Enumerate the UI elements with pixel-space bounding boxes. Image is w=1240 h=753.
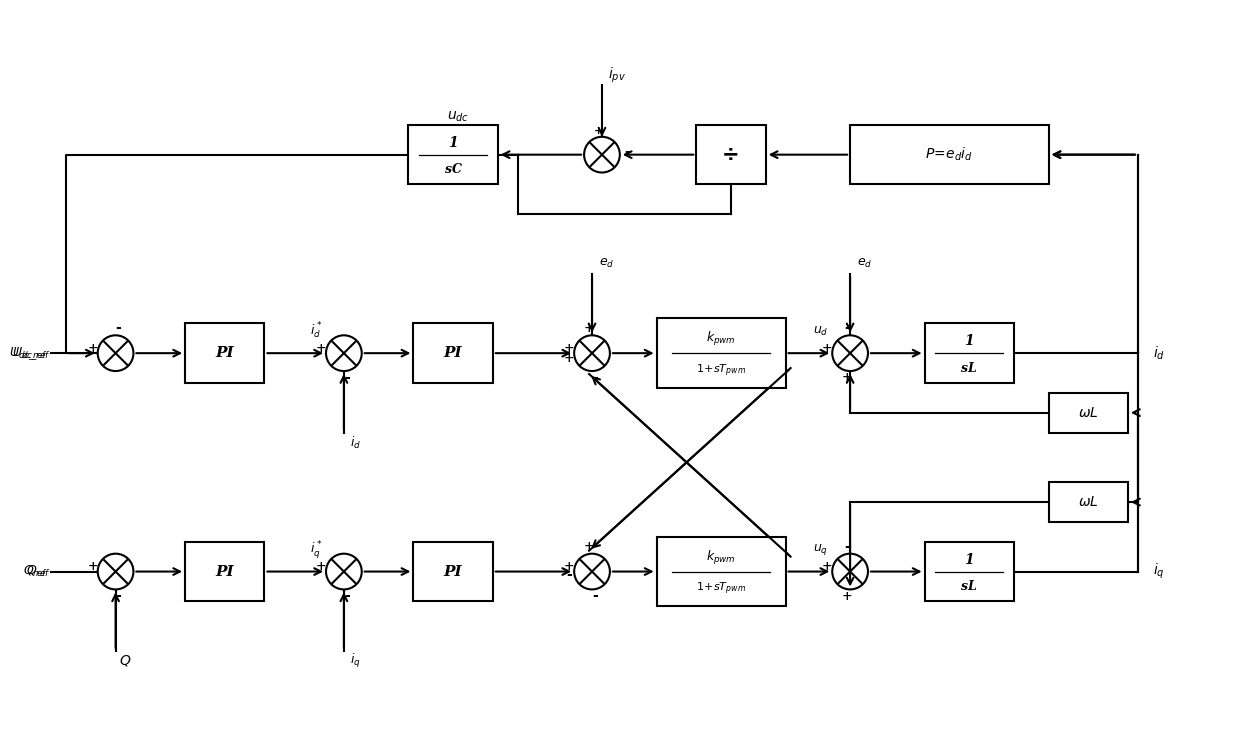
Text: sL: sL <box>961 361 977 374</box>
Text: $k_{pwm}$: $k_{pwm}$ <box>706 331 737 349</box>
Bar <box>851 125 1049 184</box>
Text: +: + <box>88 560 98 573</box>
Text: PI: PI <box>444 346 463 360</box>
Text: PI: PI <box>444 565 463 578</box>
Text: $P\!=\!e_d i_d$: $P\!=\!e_d i_d$ <box>925 146 973 163</box>
Circle shape <box>832 335 868 371</box>
Text: ÷: ÷ <box>722 145 740 165</box>
Text: +: + <box>564 342 574 355</box>
Text: sL: sL <box>961 580 977 593</box>
Circle shape <box>574 553 610 590</box>
Text: 1: 1 <box>965 334 975 349</box>
Text: +: + <box>564 352 574 364</box>
Text: -: - <box>115 322 122 335</box>
Text: $u_{dc}$: $u_{dc}$ <box>446 110 469 124</box>
Text: 1: 1 <box>965 553 975 567</box>
Bar <box>925 323 1014 383</box>
Text: PI: PI <box>216 565 234 578</box>
Text: +: + <box>842 590 852 603</box>
Text: -: - <box>115 590 122 603</box>
Bar <box>925 541 1014 602</box>
Text: $\omega L$: $\omega L$ <box>1078 495 1099 509</box>
Text: $1\!+\!sT_{pwm}$: $1\!+\!sT_{pwm}$ <box>696 362 746 379</box>
Text: $i^*_d$: $i^*_d$ <box>310 322 322 341</box>
Bar <box>408 125 497 184</box>
Bar <box>1049 482 1128 522</box>
Text: $Q_{ref}$: $Q_{ref}$ <box>26 564 51 579</box>
Text: $Q$: $Q$ <box>119 654 131 669</box>
Text: $U_{dc\_ref}$: $U_{dc\_ref}$ <box>12 345 51 361</box>
Text: -: - <box>593 590 598 603</box>
Circle shape <box>574 335 610 371</box>
Text: $e_d$: $e_d$ <box>857 258 873 270</box>
Text: +: + <box>584 540 594 553</box>
Text: $i_d$: $i_d$ <box>1153 344 1164 362</box>
Text: $u_d$: $u_d$ <box>812 325 828 338</box>
Text: $U_{dc\_ref}$: $U_{dc\_ref}$ <box>9 345 48 361</box>
Text: +: + <box>316 342 326 355</box>
Text: PI: PI <box>216 346 234 360</box>
Text: +: + <box>316 560 326 573</box>
Circle shape <box>98 553 134 590</box>
Text: -: - <box>844 540 849 553</box>
Circle shape <box>98 335 134 371</box>
Text: $1\!+\!sT_{pwm}$: $1\!+\!sT_{pwm}$ <box>696 581 746 597</box>
Text: +: + <box>822 342 832 355</box>
Text: $i_{pv}$: $i_{pv}$ <box>608 66 626 85</box>
Text: +: + <box>594 125 604 136</box>
Bar <box>696 125 766 184</box>
Bar <box>413 323 492 383</box>
Text: +: + <box>822 560 832 573</box>
Text: $i^*_q$: $i^*_q$ <box>310 538 322 561</box>
Circle shape <box>326 335 362 371</box>
Text: +: + <box>88 342 98 355</box>
Text: 1: 1 <box>448 136 458 150</box>
Bar <box>185 541 264 602</box>
Text: $e_d$: $e_d$ <box>599 258 615 270</box>
Text: sC: sC <box>445 163 461 176</box>
Text: $k_{pwm}$: $k_{pwm}$ <box>706 549 737 567</box>
Text: $i_q$: $i_q$ <box>351 652 361 670</box>
Circle shape <box>326 553 362 590</box>
Text: $\omega L$: $\omega L$ <box>1078 406 1099 419</box>
Circle shape <box>584 137 620 172</box>
Text: -: - <box>343 371 350 385</box>
Text: $Q_{ref}$: $Q_{ref}$ <box>24 564 48 579</box>
Text: -: - <box>593 371 598 385</box>
Text: -: - <box>844 322 849 335</box>
Text: $i_q$: $i_q$ <box>1153 562 1164 581</box>
Text: $i_d$: $i_d$ <box>350 434 361 450</box>
Bar <box>413 541 492 602</box>
Bar <box>656 319 786 388</box>
Text: $u_q$: $u_q$ <box>812 542 828 557</box>
Text: -: - <box>567 568 572 581</box>
Text: +: + <box>564 560 574 573</box>
Bar <box>656 537 786 606</box>
Text: +: + <box>584 322 594 335</box>
Bar <box>185 323 264 383</box>
Text: -: - <box>624 145 630 159</box>
Text: +: + <box>842 371 852 385</box>
Bar <box>1049 393 1128 432</box>
Text: -: - <box>343 590 350 603</box>
Circle shape <box>832 553 868 590</box>
